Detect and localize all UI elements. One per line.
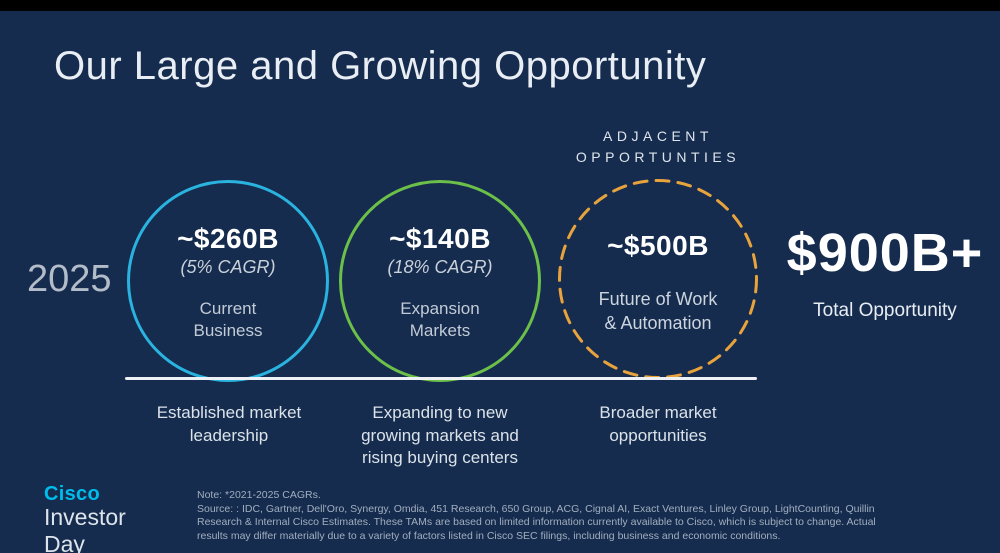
note-line-2: Source: : IDC, Gartner, Dell'Oro, Synerg…: [197, 502, 875, 515]
expansion-markets-circle: ~$140B (18% CAGR) Expansion Markets: [339, 180, 541, 382]
total-opportunity-label: Total Opportunity: [813, 300, 957, 321]
dashed-circle-ring: [558, 179, 758, 379]
letterbox-top-bar: [0, 0, 1000, 11]
note-line-1: Note: *2021-2025 CAGRs.: [197, 489, 321, 501]
slide-title: Our Large and Growing Opportunity: [54, 44, 707, 88]
future-of-work-value: ~$500B: [607, 230, 709, 261]
note-line-4: results may differ materially due to a v…: [197, 529, 781, 542]
future-of-work-footnote: Broader market opportunities: [599, 403, 717, 445]
year-label: 2025: [27, 258, 112, 300]
future-of-work-label: Future of Work & Automation: [598, 289, 718, 333]
expansion-markets-label: Expansion Markets: [400, 299, 480, 341]
expansion-markets-footnote: Expanding to new growing markets and ris…: [361, 403, 519, 468]
total-opportunity-value: $900B+: [786, 223, 984, 283]
disclaimer-notes: Note: *2021-2025 CAGRs. Source: : IDC, G…: [197, 489, 876, 543]
cisco-investor-day-logo: Cisco Investor Day 2021: [44, 483, 170, 553]
current-business-cagr: (5% CAGR): [180, 257, 276, 277]
expansion-markets-value: ~$140B: [389, 223, 491, 254]
current-business-label: Current Business: [193, 299, 263, 341]
current-business-circle: ~$260B (5% CAGR) Current Business: [127, 180, 329, 382]
expansion-markets-cagr: (18% CAGR): [387, 257, 493, 277]
baseline-divider: [125, 377, 757, 380]
adjacent-opportunities-heading: ADJACENT OPPORTUNTIES: [575, 128, 741, 165]
cisco-logo-text: Cisco: [44, 483, 100, 505]
current-business-footnote: Established market leadership: [156, 403, 302, 445]
current-business-value: ~$260B: [177, 223, 279, 254]
total-opportunity: $900B+ Total Opportunity: [780, 222, 990, 322]
future-of-work-circle: ~$500B Future of Work & Automation: [557, 178, 759, 380]
investor-day-text: Investor Day: [44, 504, 126, 553]
note-line-3: Research & Internal Cisco Estimates. The…: [197, 516, 876, 528]
